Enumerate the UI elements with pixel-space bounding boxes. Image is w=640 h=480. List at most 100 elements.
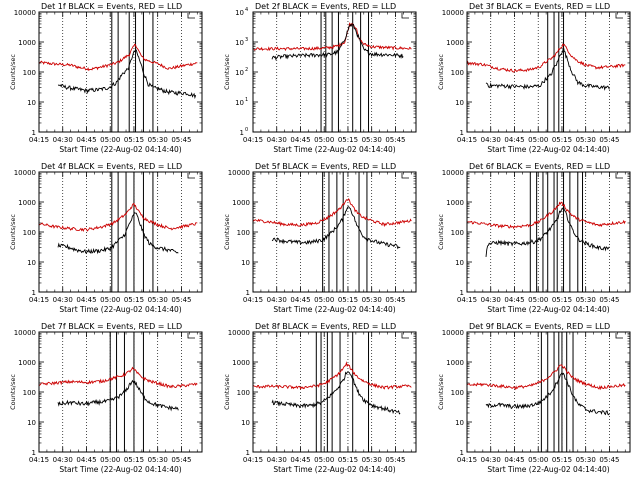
x-tick-label: 05:45 (599, 456, 619, 464)
y-tick-label: 1000 (446, 39, 464, 47)
y-tick-label: 10000 (228, 169, 250, 177)
x-tick-label: 05:45 (385, 296, 405, 304)
x-tick-label: 05:15 (338, 296, 358, 304)
x-tick-label: 05:00 (314, 296, 334, 304)
y-tick-label: 10 (235, 39, 244, 47)
x-tick-label: 05:45 (171, 136, 191, 144)
x-axis-title: Start Time (22-Aug-02 04:14:40) (273, 145, 395, 154)
series-black-events (485, 371, 610, 416)
x-tick-label: 05:30 (576, 456, 596, 464)
series-red-lld (38, 203, 198, 233)
panel-3: Det 3f BLACK = Events, RED = LLD 1 10 100 10… (437, 2, 631, 154)
y-tick-label: 10 (455, 99, 464, 107)
plot-frame (252, 171, 417, 293)
x-tick-label: 04:45 (504, 296, 524, 304)
x-axis-title: Start Time (22-Aug-02 04:14:40) (59, 145, 181, 154)
x-tick-label: 04:15 (243, 456, 263, 464)
y-tick-label: 1000 (446, 199, 464, 207)
panel-4: Det 4f BLACK = Events, RED = LLD 1 10 100 10… (9, 162, 203, 314)
panel-7: Det 7f BLACK = Events, RED = LLD 1 10 100 10… (9, 322, 203, 474)
panel-title: Det 5f BLACK = Events, RED = LLD (255, 162, 396, 171)
x-tick-label: 05:00 (528, 456, 548, 464)
x-tick-label: 04:45 (76, 136, 96, 144)
y-tick-label: 10 (235, 99, 244, 107)
x-tick-label: 04:15 (243, 296, 263, 304)
corner-mark (615, 333, 623, 339)
panel-title: Det 1f BLACK = Events, RED = LLD (41, 2, 182, 11)
series-black-events (57, 49, 197, 100)
x-tick-label: 05:45 (385, 456, 405, 464)
corner-mark (187, 13, 195, 19)
y-tick-label: 1 (32, 289, 36, 297)
y-tick-exponent: 1 (245, 97, 248, 103)
x-tick-label: 04:15 (457, 296, 477, 304)
corner-mark (615, 173, 623, 179)
x-tick-label: 04:15 (29, 296, 49, 304)
panel-title: Det 8f BLACK = Events, RED = LLD (255, 322, 396, 331)
plot-frame (38, 171, 203, 293)
y-tick-label: 10 (241, 259, 250, 267)
x-tick-label: 04:30 (53, 296, 73, 304)
y-axis-title: Counts/sec (223, 374, 231, 410)
y-tick-label: 100 (237, 389, 250, 397)
y-axis-title: Counts/sec (9, 374, 17, 410)
x-axis-title: Start Time (22-Aug-02 04:14:40) (487, 465, 609, 474)
y-axis-title: Counts/sec (223, 214, 231, 250)
x-tick-label: 04:45 (290, 136, 310, 144)
panel-title: Det 7f BLACK = Events, RED = LLD (41, 322, 182, 331)
series-red-lld (466, 43, 626, 73)
y-tick-label: 1000 (18, 359, 36, 367)
series-black-events (485, 47, 610, 91)
y-tick-label: 1 (32, 129, 36, 137)
plot-frame (466, 331, 631, 453)
corner-mark (401, 333, 409, 339)
x-tick-label: 05:15 (552, 296, 572, 304)
x-tick-label: 04:15 (29, 456, 49, 464)
y-axis-title: Counts/sec (437, 214, 445, 250)
y-axis-title: Counts/sec (437, 54, 445, 90)
x-tick-label: 05:30 (362, 296, 382, 304)
x-tick-label: 04:45 (504, 456, 524, 464)
y-tick-label: 100 (237, 229, 250, 237)
x-axis-title: Start Time (22-Aug-02 04:14:40) (487, 305, 609, 314)
panel-title: Det 6f BLACK = Events, RED = LLD (469, 162, 610, 171)
x-tick-label: 05:00 (528, 296, 548, 304)
series-black-events (271, 371, 401, 415)
y-tick-label: 1 (32, 449, 36, 457)
y-tick-label: 1 (240, 129, 244, 137)
x-tick-label: 04:30 (267, 136, 287, 144)
y-tick-label: 1 (460, 289, 464, 297)
y-tick-label: 10 (241, 419, 250, 427)
series-red-lld (38, 366, 198, 389)
x-axis-title: Start Time (22-Aug-02 04:14:40) (273, 305, 395, 314)
y-tick-exponent: 0 (245, 127, 248, 133)
y-axis-title: Counts/sec (9, 214, 17, 250)
x-tick-label: 04:15 (29, 136, 49, 144)
y-tick-exponent: 2 (245, 67, 248, 73)
x-tick-label: 05:00 (100, 136, 120, 144)
x-tick-label: 05:45 (385, 136, 405, 144)
x-tick-label: 05:45 (171, 456, 191, 464)
x-tick-label: 04:15 (243, 136, 263, 144)
x-axis-title: Start Time (22-Aug-02 04:14:40) (59, 465, 181, 474)
x-tick-label: 05:30 (148, 456, 168, 464)
x-tick-label: 04:45 (504, 136, 524, 144)
series-red-lld (252, 361, 412, 390)
y-axis-title: Counts/sec (437, 374, 445, 410)
y-tick-label: 10000 (442, 9, 464, 17)
y-tick-label: 1000 (18, 39, 36, 47)
x-tick-label: 05:30 (362, 136, 382, 144)
y-tick-label: 10 (455, 419, 464, 427)
y-tick-label: 100 (451, 389, 464, 397)
series-black-events (271, 23, 404, 61)
x-tick-label: 04:45 (290, 296, 310, 304)
panel-title: Det 4f BLACK = Events, RED = LLD (41, 162, 182, 171)
x-tick-label: 05:30 (148, 296, 168, 304)
corner-mark (187, 333, 195, 339)
series-black-events (57, 212, 179, 255)
plot-frame (38, 331, 203, 453)
x-tick-label: 05:30 (576, 136, 596, 144)
plot-frame (466, 171, 631, 293)
series-red-lld (466, 201, 626, 230)
